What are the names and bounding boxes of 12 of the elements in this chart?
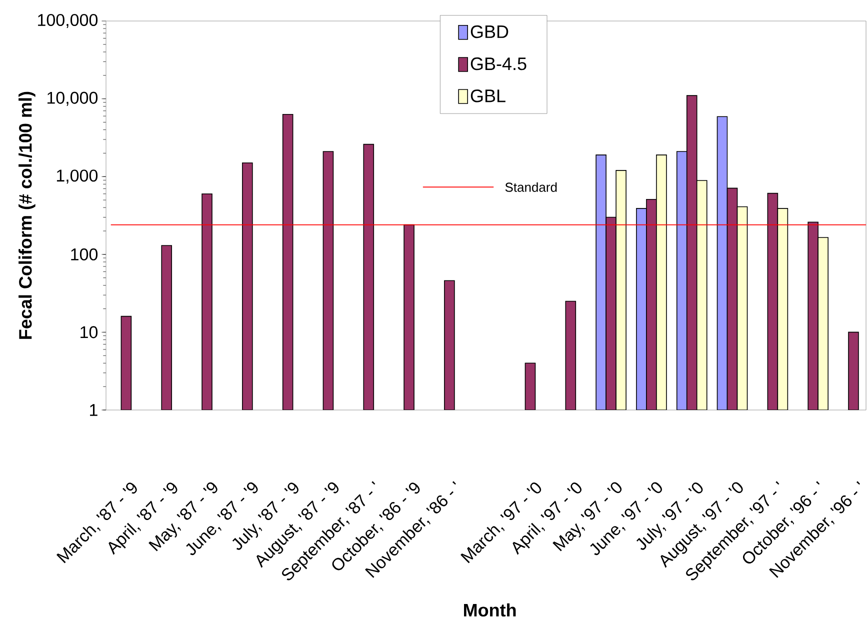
y-tick-label: 1 [90, 404, 98, 416]
legend-label: GBD [470, 25, 508, 38]
y-tick-label: 10,000 [48, 92, 98, 106]
legend-label: GBL [470, 89, 506, 102]
y-tick-label: 10 [80, 326, 98, 338]
ref-line-label: Standard [505, 182, 557, 192]
y-tick-label: 100,000 [38, 14, 98, 28]
y-axis-title: Fecal Coliform (# col./100 ml) [18, 92, 36, 339]
y-tick-label: 1,000 [56, 170, 98, 184]
x-axis-title: Month [464, 603, 516, 617]
y-tick-label: 100 [71, 248, 98, 260]
legend-label: GB-4.5 [470, 57, 526, 70]
